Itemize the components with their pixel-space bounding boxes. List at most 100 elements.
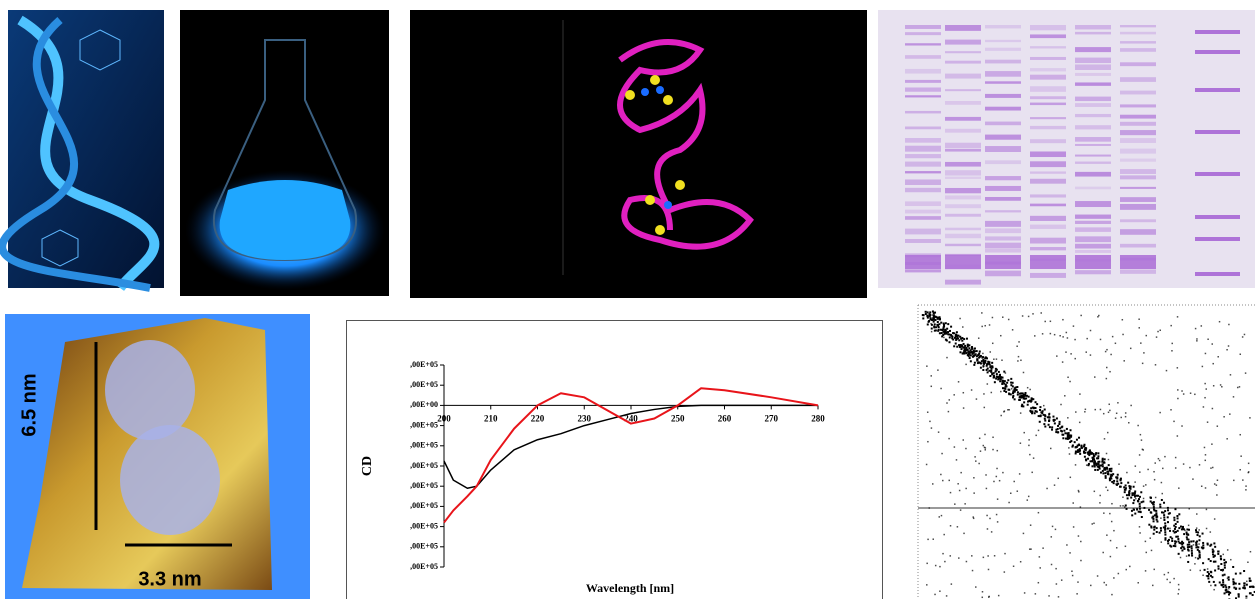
contact-dot: [1221, 386, 1223, 388]
contact-dot: [973, 516, 975, 518]
contact-dot: [1109, 479, 1111, 481]
contact-dot: [1167, 528, 1169, 530]
contact-dot: [1012, 392, 1014, 394]
contact-dot: [1036, 411, 1038, 413]
contact-dot: [1178, 593, 1180, 595]
contact-dot: [1078, 490, 1080, 492]
contact-dot: [1177, 538, 1179, 540]
contact-dot: [1027, 401, 1029, 403]
contact-dot: [938, 326, 940, 328]
contact-dot: [1222, 574, 1224, 576]
contact-dot: [1118, 573, 1120, 575]
gel-band: [905, 25, 941, 29]
contact-dot: [1222, 570, 1224, 572]
contact-dot: [965, 349, 967, 351]
contact-dot: [1190, 392, 1192, 394]
contact-dot: [975, 586, 977, 588]
contact-dot: [1141, 501, 1143, 503]
contact-dot: [948, 341, 950, 343]
contact-dot: [1042, 547, 1044, 549]
contact-dot: [1245, 372, 1247, 374]
contact-dot: [1130, 488, 1132, 490]
gel-band: [1075, 144, 1111, 146]
contact-dot: [958, 381, 960, 383]
contact-dot: [1130, 405, 1132, 407]
contact-dot: [1143, 352, 1145, 354]
contact-dot: [1040, 312, 1042, 314]
contact-dot: [1216, 494, 1218, 496]
contact-dot: [1210, 575, 1212, 577]
contact-dot: [1056, 355, 1058, 357]
contact-dot: [1177, 435, 1179, 437]
gel-band: [1120, 187, 1156, 189]
gel-band: [1030, 171, 1066, 173]
contact-dot: [1110, 354, 1112, 356]
contact-dot: [1069, 381, 1071, 383]
gel-band: [905, 127, 941, 130]
contact-dot: [1054, 422, 1056, 424]
contact-dot: [1125, 412, 1127, 414]
contact-dot: [1141, 516, 1143, 518]
contact-dot: [1108, 404, 1110, 406]
contact-dot: [1140, 434, 1142, 436]
gel-band: [985, 94, 1021, 98]
marker-band: [1195, 50, 1240, 54]
contact-dot: [1120, 505, 1122, 507]
gel-band: [905, 229, 941, 235]
contact-dot: [1226, 349, 1228, 351]
contact-dot: [1104, 438, 1106, 440]
contact-dot: [1175, 457, 1177, 459]
contact-dot: [940, 322, 942, 324]
contact-dot: [1105, 477, 1107, 479]
contact-dot: [1162, 493, 1164, 495]
contact-dot: [1049, 426, 1051, 428]
y-tick-label: ,00E+00: [410, 400, 438, 409]
contact-dot: [1088, 464, 1090, 466]
contact-dot: [931, 319, 933, 321]
contact-dot: [993, 481, 995, 483]
contact-dot: [1110, 474, 1112, 476]
contact-dot: [982, 369, 984, 371]
contact-dot: [1159, 506, 1161, 508]
contact-dot: [1043, 405, 1045, 407]
contact-dot: [1189, 467, 1191, 469]
contact-dot: [997, 378, 999, 380]
contact-dot: [1159, 412, 1161, 414]
gel-band: [985, 243, 1021, 249]
contact-dot: [1196, 527, 1198, 529]
contact-dot: [1024, 398, 1026, 400]
contact-dot: [1230, 374, 1232, 376]
contact-dot: [988, 370, 990, 372]
contact-dot: [994, 555, 996, 557]
contact-dot: [1061, 426, 1063, 428]
contact-dot: [1004, 388, 1006, 390]
contact-dot: [1218, 551, 1220, 553]
gel-band: [1120, 159, 1156, 162]
contact-dot: [1083, 444, 1085, 446]
contact-dot: [1133, 508, 1135, 510]
contact-dot: [1158, 458, 1160, 460]
contact-dot: [1196, 513, 1198, 515]
contact-dot: [996, 376, 998, 378]
contact-dot: [1094, 376, 1096, 378]
contact-dot: [973, 477, 975, 479]
gel-band: [945, 214, 981, 217]
contact-dot: [1204, 569, 1206, 571]
contact-dot: [1180, 557, 1182, 559]
contact-dot: [1118, 463, 1120, 465]
contact-dot: [1081, 447, 1083, 449]
gel-band: [945, 101, 981, 105]
marker-band: [1195, 272, 1240, 276]
contact-dot: [1031, 412, 1033, 414]
contact-dot: [1063, 430, 1065, 432]
contact-dot: [1238, 596, 1240, 598]
contact-dot: [1128, 422, 1130, 424]
contact-dot: [997, 498, 999, 500]
contact-dot: [1125, 416, 1127, 418]
contact-dot: [969, 357, 971, 359]
contact-dot: [1030, 524, 1032, 526]
contact-dot: [1162, 468, 1164, 470]
contact-dot: [1164, 456, 1166, 458]
contact-dot: [1207, 577, 1209, 579]
gel-band: [945, 188, 981, 193]
